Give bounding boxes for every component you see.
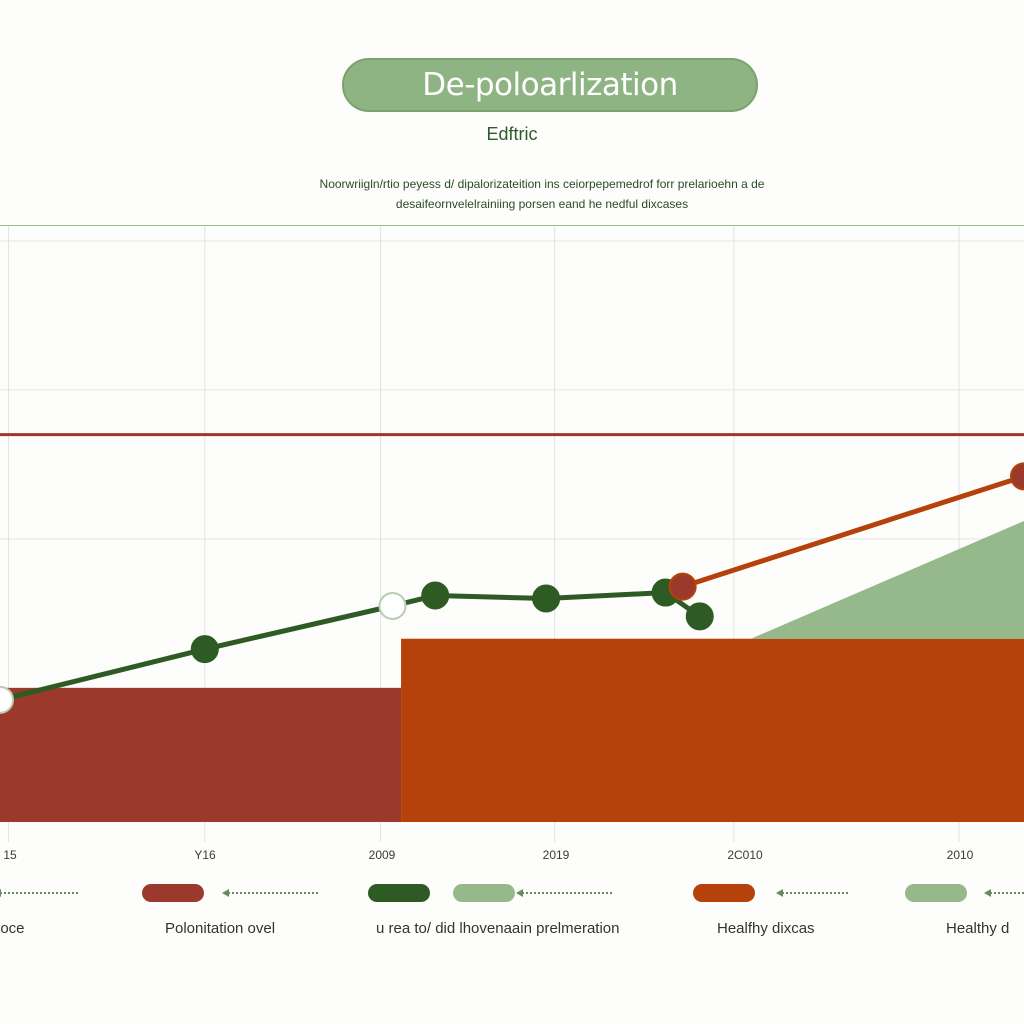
area-light_green: [750, 521, 1024, 639]
legend-swatch-orange: [693, 884, 755, 902]
data-point-dark_green-0: [0, 685, 14, 714]
legend-arrow-icon: [516, 889, 612, 897]
legend-label: u rea to/ did lhovenaain prelmeration: [376, 920, 620, 937]
data-point-dark_green-1: [190, 635, 219, 664]
legend-arrow-icon: [0, 889, 80, 897]
data-point-dark_green-2: [378, 591, 407, 620]
x-tick-label: 2019: [542, 848, 570, 862]
legend-label: Polonitation ovel: [165, 920, 276, 937]
data-point-dark_green-6: [685, 602, 714, 631]
legend-swatch-dark_green: [368, 884, 430, 902]
x-tick-label: 15: [3, 848, 17, 862]
area-orange: [401, 638, 1024, 822]
top-divider: [0, 225, 1024, 226]
legend-arrow-icon: [984, 889, 1024, 897]
data-point-dark_green-4: [532, 584, 561, 613]
legend-label: Healfhy dixcas: [717, 920, 815, 937]
legend-arrow-icon: [222, 889, 318, 897]
legend-label: rioce: [0, 920, 25, 937]
legend-swatch-light_green: [453, 884, 515, 902]
area-red: [0, 687, 402, 822]
legend-arrow-icon: [776, 889, 848, 897]
line-series-orange: [681, 473, 1024, 589]
description-line-1: Noorwriigln/rtio peyess d/ dipalorizatei…: [319, 177, 765, 191]
data-point-orange-1: [1010, 462, 1024, 491]
x-tick-label: 2010: [946, 848, 974, 862]
description-line-2: desaifeornvelelrainiing porsen eand he n…: [395, 197, 689, 211]
legend-swatch-light_green: [905, 884, 967, 902]
chart-title: De-poloarlization: [342, 58, 758, 112]
legend-label: Healthy d: [946, 920, 1010, 937]
data-point-orange-0: [668, 572, 697, 601]
chart-subtitle: Edftric: [486, 124, 538, 144]
x-tick-label: 2C010: [727, 848, 763, 862]
x-tick-label: Y16: [194, 848, 216, 862]
x-tick-label: 2009: [368, 848, 396, 862]
legend-swatch-red: [142, 884, 204, 902]
data-point-dark_green-3: [421, 581, 450, 610]
chart-description: Noorwriigln/rtio peyess d/ dipalorizatei…: [262, 174, 822, 214]
